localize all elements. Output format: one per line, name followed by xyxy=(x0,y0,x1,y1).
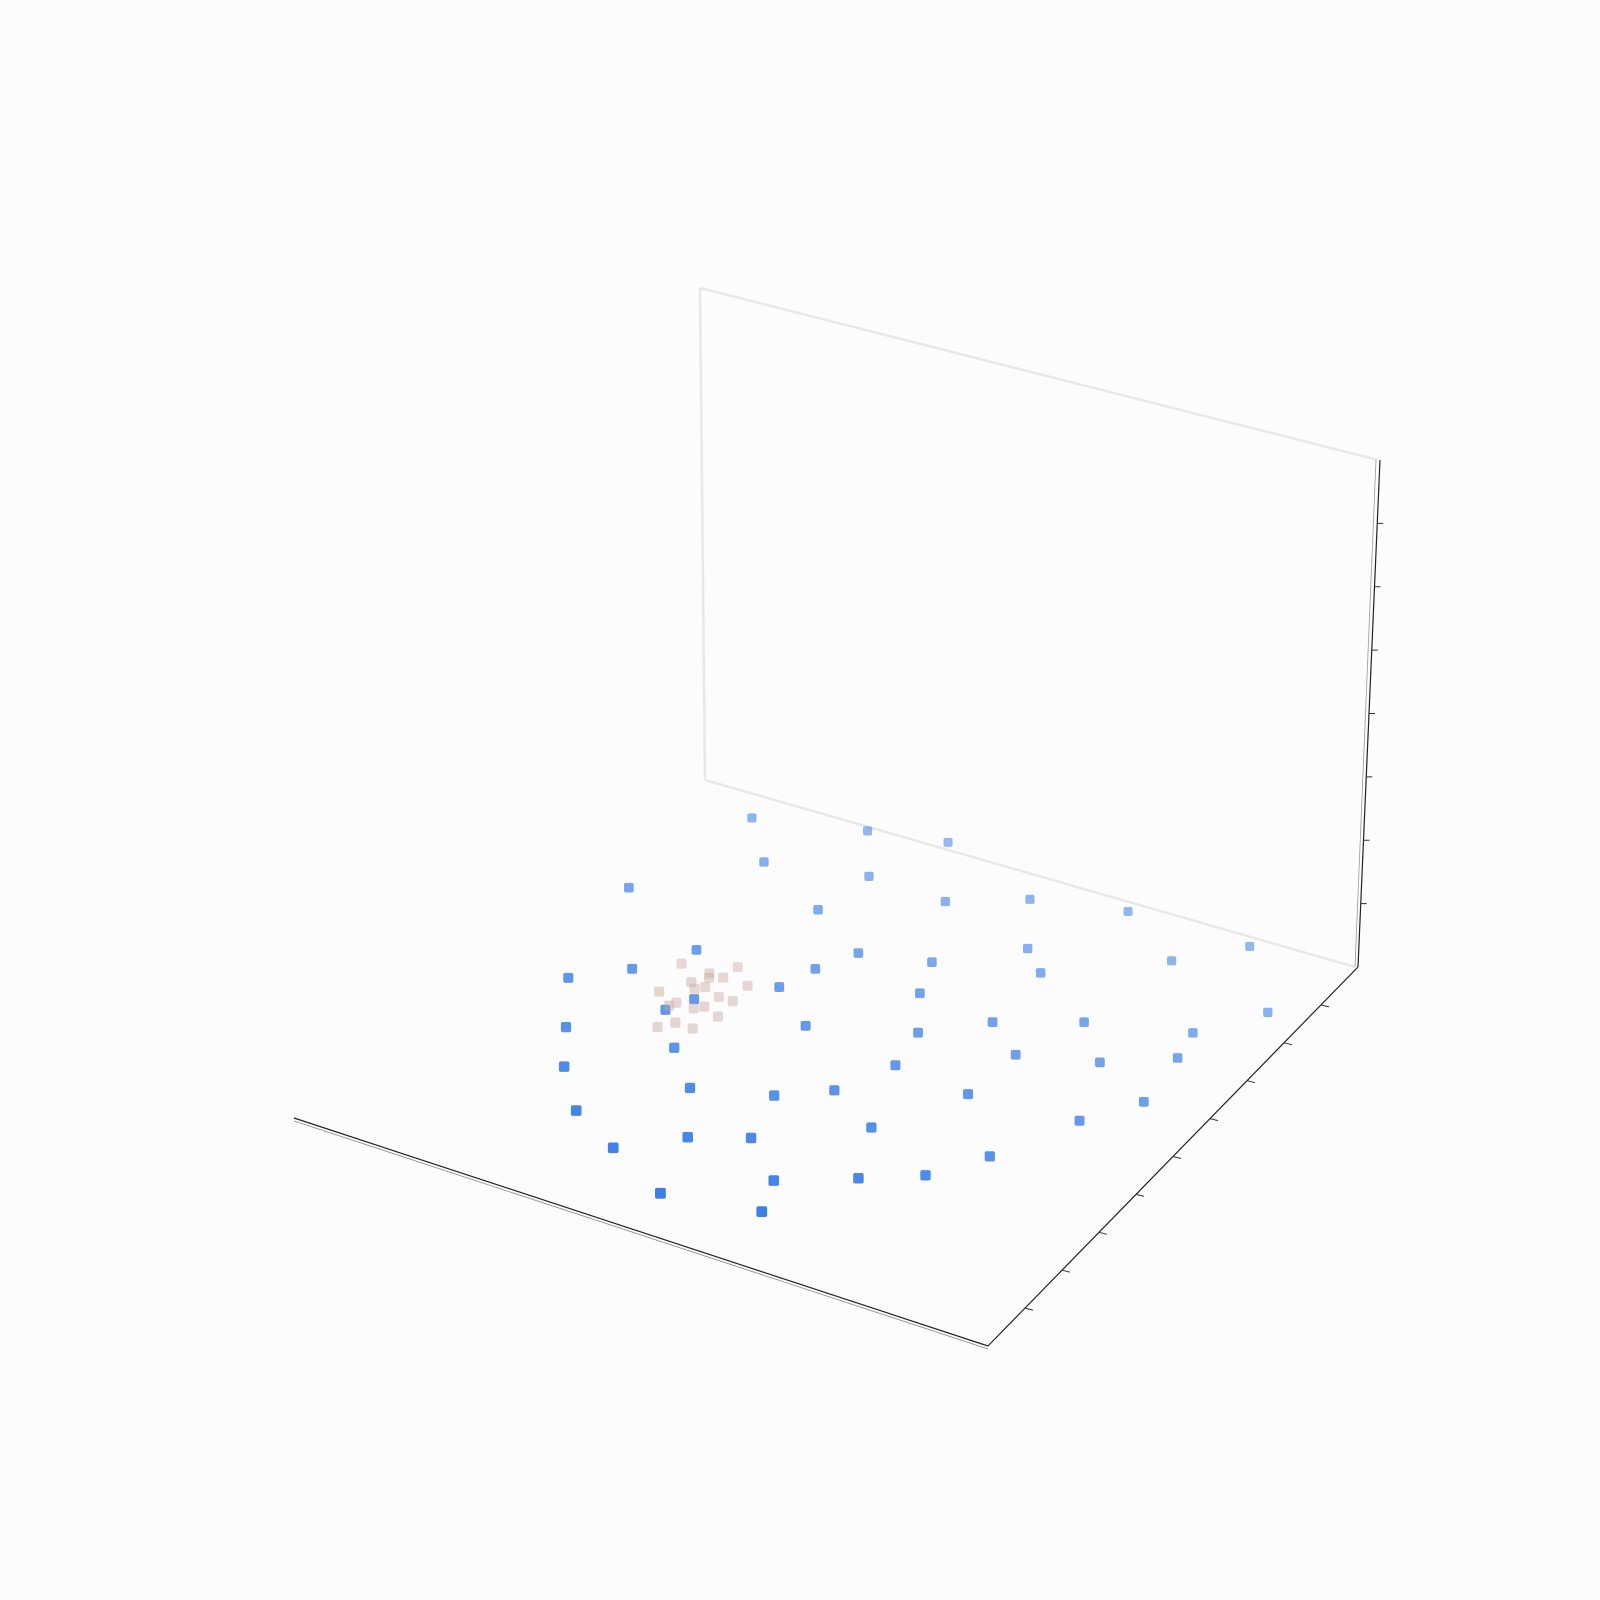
cluster-point xyxy=(712,1011,723,1022)
cluster-point xyxy=(700,981,711,992)
scatter-point xyxy=(829,1085,840,1096)
cluster-point xyxy=(704,972,715,983)
cluster-point xyxy=(689,983,700,994)
scatter-point xyxy=(774,982,785,993)
scatter-point xyxy=(1188,1028,1198,1038)
scatter-point xyxy=(1172,1053,1183,1063)
back-pane-left-edge xyxy=(698,287,707,781)
cluster-point xyxy=(664,1000,675,1011)
cluster-point xyxy=(686,977,697,988)
scatter-point xyxy=(759,857,769,867)
scatter-point xyxy=(800,1020,811,1031)
cluster-point xyxy=(713,991,724,1002)
y-axis-tick xyxy=(1283,1042,1293,1046)
scatter-point xyxy=(1079,1017,1089,1027)
scatter-point xyxy=(627,963,638,974)
scatter-point xyxy=(1263,1007,1273,1018)
scatter-point xyxy=(963,1089,974,1100)
scatter-point xyxy=(987,1017,998,1027)
scatter-point xyxy=(691,944,702,955)
cluster-point xyxy=(727,996,738,1007)
z-axis-ticks xyxy=(1360,522,1384,905)
x-axis-line-shadow xyxy=(293,1120,989,1350)
scatter-point xyxy=(769,1090,780,1101)
scatter-point xyxy=(940,896,950,907)
y-axis-tick xyxy=(1320,1004,1330,1008)
scatter-point xyxy=(655,1187,666,1199)
scatter-point xyxy=(1010,1049,1021,1060)
scatter-point xyxy=(813,905,823,915)
cluster-point xyxy=(704,968,715,979)
scatter-point xyxy=(984,1151,995,1162)
scatter-point xyxy=(563,972,574,983)
scatter-point xyxy=(768,1175,780,1186)
scatter-point xyxy=(745,1132,757,1144)
scatter-point xyxy=(1095,1057,1105,1068)
scatter-point xyxy=(1025,894,1035,904)
cluster-point xyxy=(671,997,682,1008)
scatter-point xyxy=(915,988,925,999)
scatter-point xyxy=(1245,941,1255,951)
y-axis-tick xyxy=(1172,1156,1182,1159)
points-layer xyxy=(558,813,1273,1217)
scatter-point xyxy=(853,1173,864,1184)
scatter-point xyxy=(913,1027,923,1038)
back-pane-top-edge xyxy=(699,286,1379,462)
scatter-point xyxy=(1166,956,1177,966)
y-axis-tick xyxy=(1209,1118,1219,1122)
scatter-point xyxy=(943,837,953,847)
cluster-point xyxy=(676,958,687,969)
cluster-point xyxy=(732,962,743,973)
scatter-point xyxy=(866,1122,877,1133)
cluster-point xyxy=(652,1021,663,1033)
cluster-point xyxy=(687,1023,698,1034)
scatter-point xyxy=(689,994,700,1005)
scatter-point xyxy=(1123,906,1133,917)
scatter-point xyxy=(558,1061,570,1072)
y-axis-tick xyxy=(1135,1193,1145,1197)
y-axis-tick xyxy=(1061,1269,1071,1273)
scatter-point xyxy=(1023,943,1033,954)
scatter-point xyxy=(1074,1115,1085,1126)
scatter-point xyxy=(660,1004,671,1015)
scatter-point xyxy=(853,948,864,958)
back-pane-bottom-edge xyxy=(704,778,1356,969)
scatter-point xyxy=(1138,1096,1149,1107)
cluster-point xyxy=(742,980,753,991)
cluster-point xyxy=(688,1003,699,1014)
scatter-point xyxy=(570,1105,582,1116)
y-axis-tick xyxy=(1246,1080,1256,1084)
scatter-point xyxy=(669,1042,680,1053)
cluster-point xyxy=(718,972,729,983)
scatter-point xyxy=(890,1060,901,1071)
cluster-point xyxy=(654,986,665,997)
y-axis-tick xyxy=(1098,1231,1108,1235)
scatter-point xyxy=(927,957,937,967)
z-axis-line-shadow xyxy=(1354,459,1377,968)
scatter-point xyxy=(607,1142,619,1154)
y-axis-ticks xyxy=(1024,1004,1330,1311)
scatter-point xyxy=(747,813,757,823)
scatter-point xyxy=(756,1206,768,1217)
axes xyxy=(293,459,1384,1350)
scatter-point xyxy=(863,826,873,836)
back-pane xyxy=(698,286,1379,969)
scatter-point xyxy=(682,1131,693,1143)
scatter-point xyxy=(920,1170,931,1181)
scatter-point xyxy=(624,882,634,893)
scatter-point xyxy=(864,871,874,882)
y-axis-tick xyxy=(1024,1307,1034,1311)
scatter-point xyxy=(810,964,821,974)
x-axis-line xyxy=(293,1117,989,1347)
scatter-point xyxy=(1035,968,1046,978)
scatter-point xyxy=(684,1082,696,1094)
cluster-point xyxy=(670,1017,681,1028)
scatter-point xyxy=(560,1022,572,1033)
cluster-point xyxy=(699,1001,710,1012)
